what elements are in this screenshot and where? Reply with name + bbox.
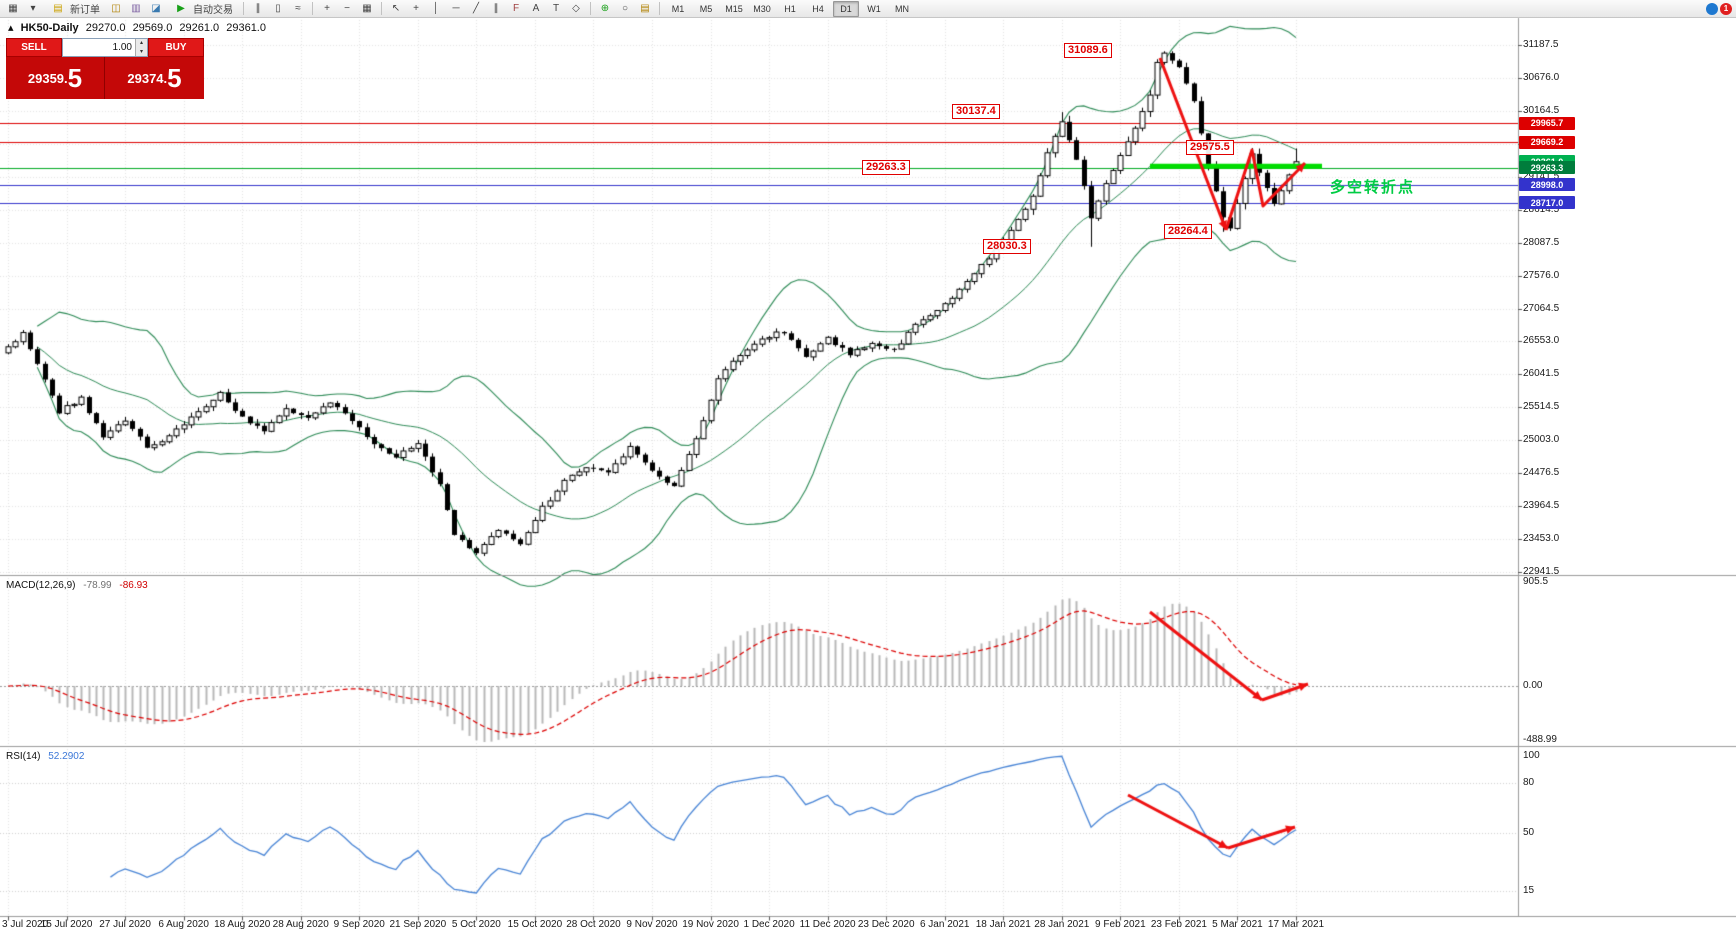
new-chart-icon[interactable]: ▦ [8,2,18,14]
timeframe-d1-button[interactable]: D1 [833,0,859,17]
notification-badge[interactable]: 1 [1720,2,1732,15]
channel-tool-icon[interactable]: ∥ [493,2,499,14]
buy-price-main: 29374. [127,70,168,86]
candlestick-chart-icon[interactable]: ▯ [275,2,281,14]
shapes-tool-icon[interactable]: ◇ [572,2,580,14]
macd-indicator-label: MACD(12,26,9) -78.99 -86.93 [6,580,153,591]
zoom-out-icon[interactable]: − [344,2,350,14]
timeframe-h4-button[interactable]: H4 [812,3,824,14]
zoom-in-icon[interactable]: + [324,2,330,14]
buy-button[interactable]: BUY [148,38,204,57]
community-icon[interactable] [1706,2,1718,15]
main-toolbar: ▦ ▾ ▤ 新订单 ◫ ▥ ◪ ▶ 自动交易 ∥ ▯ ≈ + − ▦ ↖ + │… [0,0,1736,18]
macd-name: MACD(12,26,9) [6,580,76,591]
collapse-icon[interactable]: ▴ [8,22,14,34]
label-tool-icon[interactable]: T [552,2,560,14]
toolbar-separator [243,2,244,15]
timeframe-m15-button[interactable]: M15 [725,3,743,14]
cursor-icon[interactable]: ↖ [391,2,401,14]
sell-price-pip: 5 [67,63,83,93]
low-value: 29261.0 [179,22,220,34]
macd-main-value: -78.99 [83,580,112,591]
buy-price[interactable]: 29374. 5 [105,57,204,99]
navigator-icon[interactable]: ◪ [151,2,161,14]
line-chart-icon[interactable]: ≈ [295,2,301,14]
chart-list-dropdown-icon[interactable]: ▾ [30,2,36,14]
toolbar-separator [659,2,660,15]
sell-button[interactable]: SELL [6,38,62,57]
volume-down-button[interactable]: ▾ [136,47,147,56]
fibonacci-tool-icon[interactable]: F [512,2,520,14]
timeframe-mn-button[interactable]: MN [895,3,909,14]
toolbar-separator [381,2,382,15]
rsi-name: RSI(14) [6,751,41,762]
high-value: 29569.0 [132,22,173,34]
one-click-trade-panel: SELL 1.00 ▴ ▾ BUY 29359. 5 29374. 5 [6,38,204,99]
templates-icon[interactable]: ▤ [640,2,650,14]
open-value: 29270.0 [85,22,126,34]
timeframe-h1-button[interactable]: H1 [784,3,796,14]
new-order-icon: ▤ [53,2,63,14]
toolbar-separator [590,2,591,15]
toolbar-separator [312,2,313,15]
volume-value[interactable]: 1.00 [112,42,132,53]
tile-windows-icon[interactable]: ▦ [362,2,372,14]
rsi-value: 52.2902 [48,751,85,762]
volume-stepper[interactable]: 1.00 ▴ ▾ [62,38,148,57]
indicators-icon[interactable]: ⊕ [600,2,610,14]
buy-price-pip: 5 [167,63,182,93]
close-value: 29361.0 [226,22,266,34]
horizontal-line-tool-icon[interactable]: ─ [452,2,460,14]
timeframe-m30-button[interactable]: M30 [753,3,771,14]
data-window-icon[interactable]: ▥ [131,2,141,14]
sell-price[interactable]: 29359. 5 [6,57,105,99]
market-watch-icon[interactable]: ◫ [111,2,121,14]
chart-ohlc-header: ▴ HK50-Daily 29270.0 29569.0 29261.0 293… [8,21,270,34]
timeframe-m5-button[interactable]: M5 [699,3,713,14]
macd-signal-value: -86.93 [119,580,148,591]
volume-up-button[interactable]: ▴ [136,39,147,48]
auto-trading-play-icon: ▶ [177,2,185,14]
new-order-button[interactable]: ▤ 新订单 [44,0,105,17]
bar-chart-icon[interactable]: ∥ [255,2,261,14]
rsi-indicator-label: RSI(14) 52.2902 [6,751,89,762]
sell-price-main: 29359. [27,70,68,86]
new-order-label: 新订单 [70,5,100,16]
auto-trading-button[interactable]: ▶ 自动交易 [167,0,238,17]
periods-icon[interactable]: ○ [621,2,629,14]
auto-trading-label: 自动交易 [193,5,233,16]
trendline-tool-icon[interactable]: ╱ [472,2,480,14]
vertical-line-tool-icon[interactable]: │ [432,2,440,14]
crosshair-icon[interactable]: + [413,2,419,14]
symbol-label: HK50-Daily [20,22,79,34]
timeframe-w1-button[interactable]: W1 [867,3,881,14]
text-tool-icon[interactable]: A [532,2,540,14]
timeframe-m1-button[interactable]: M1 [671,3,685,14]
